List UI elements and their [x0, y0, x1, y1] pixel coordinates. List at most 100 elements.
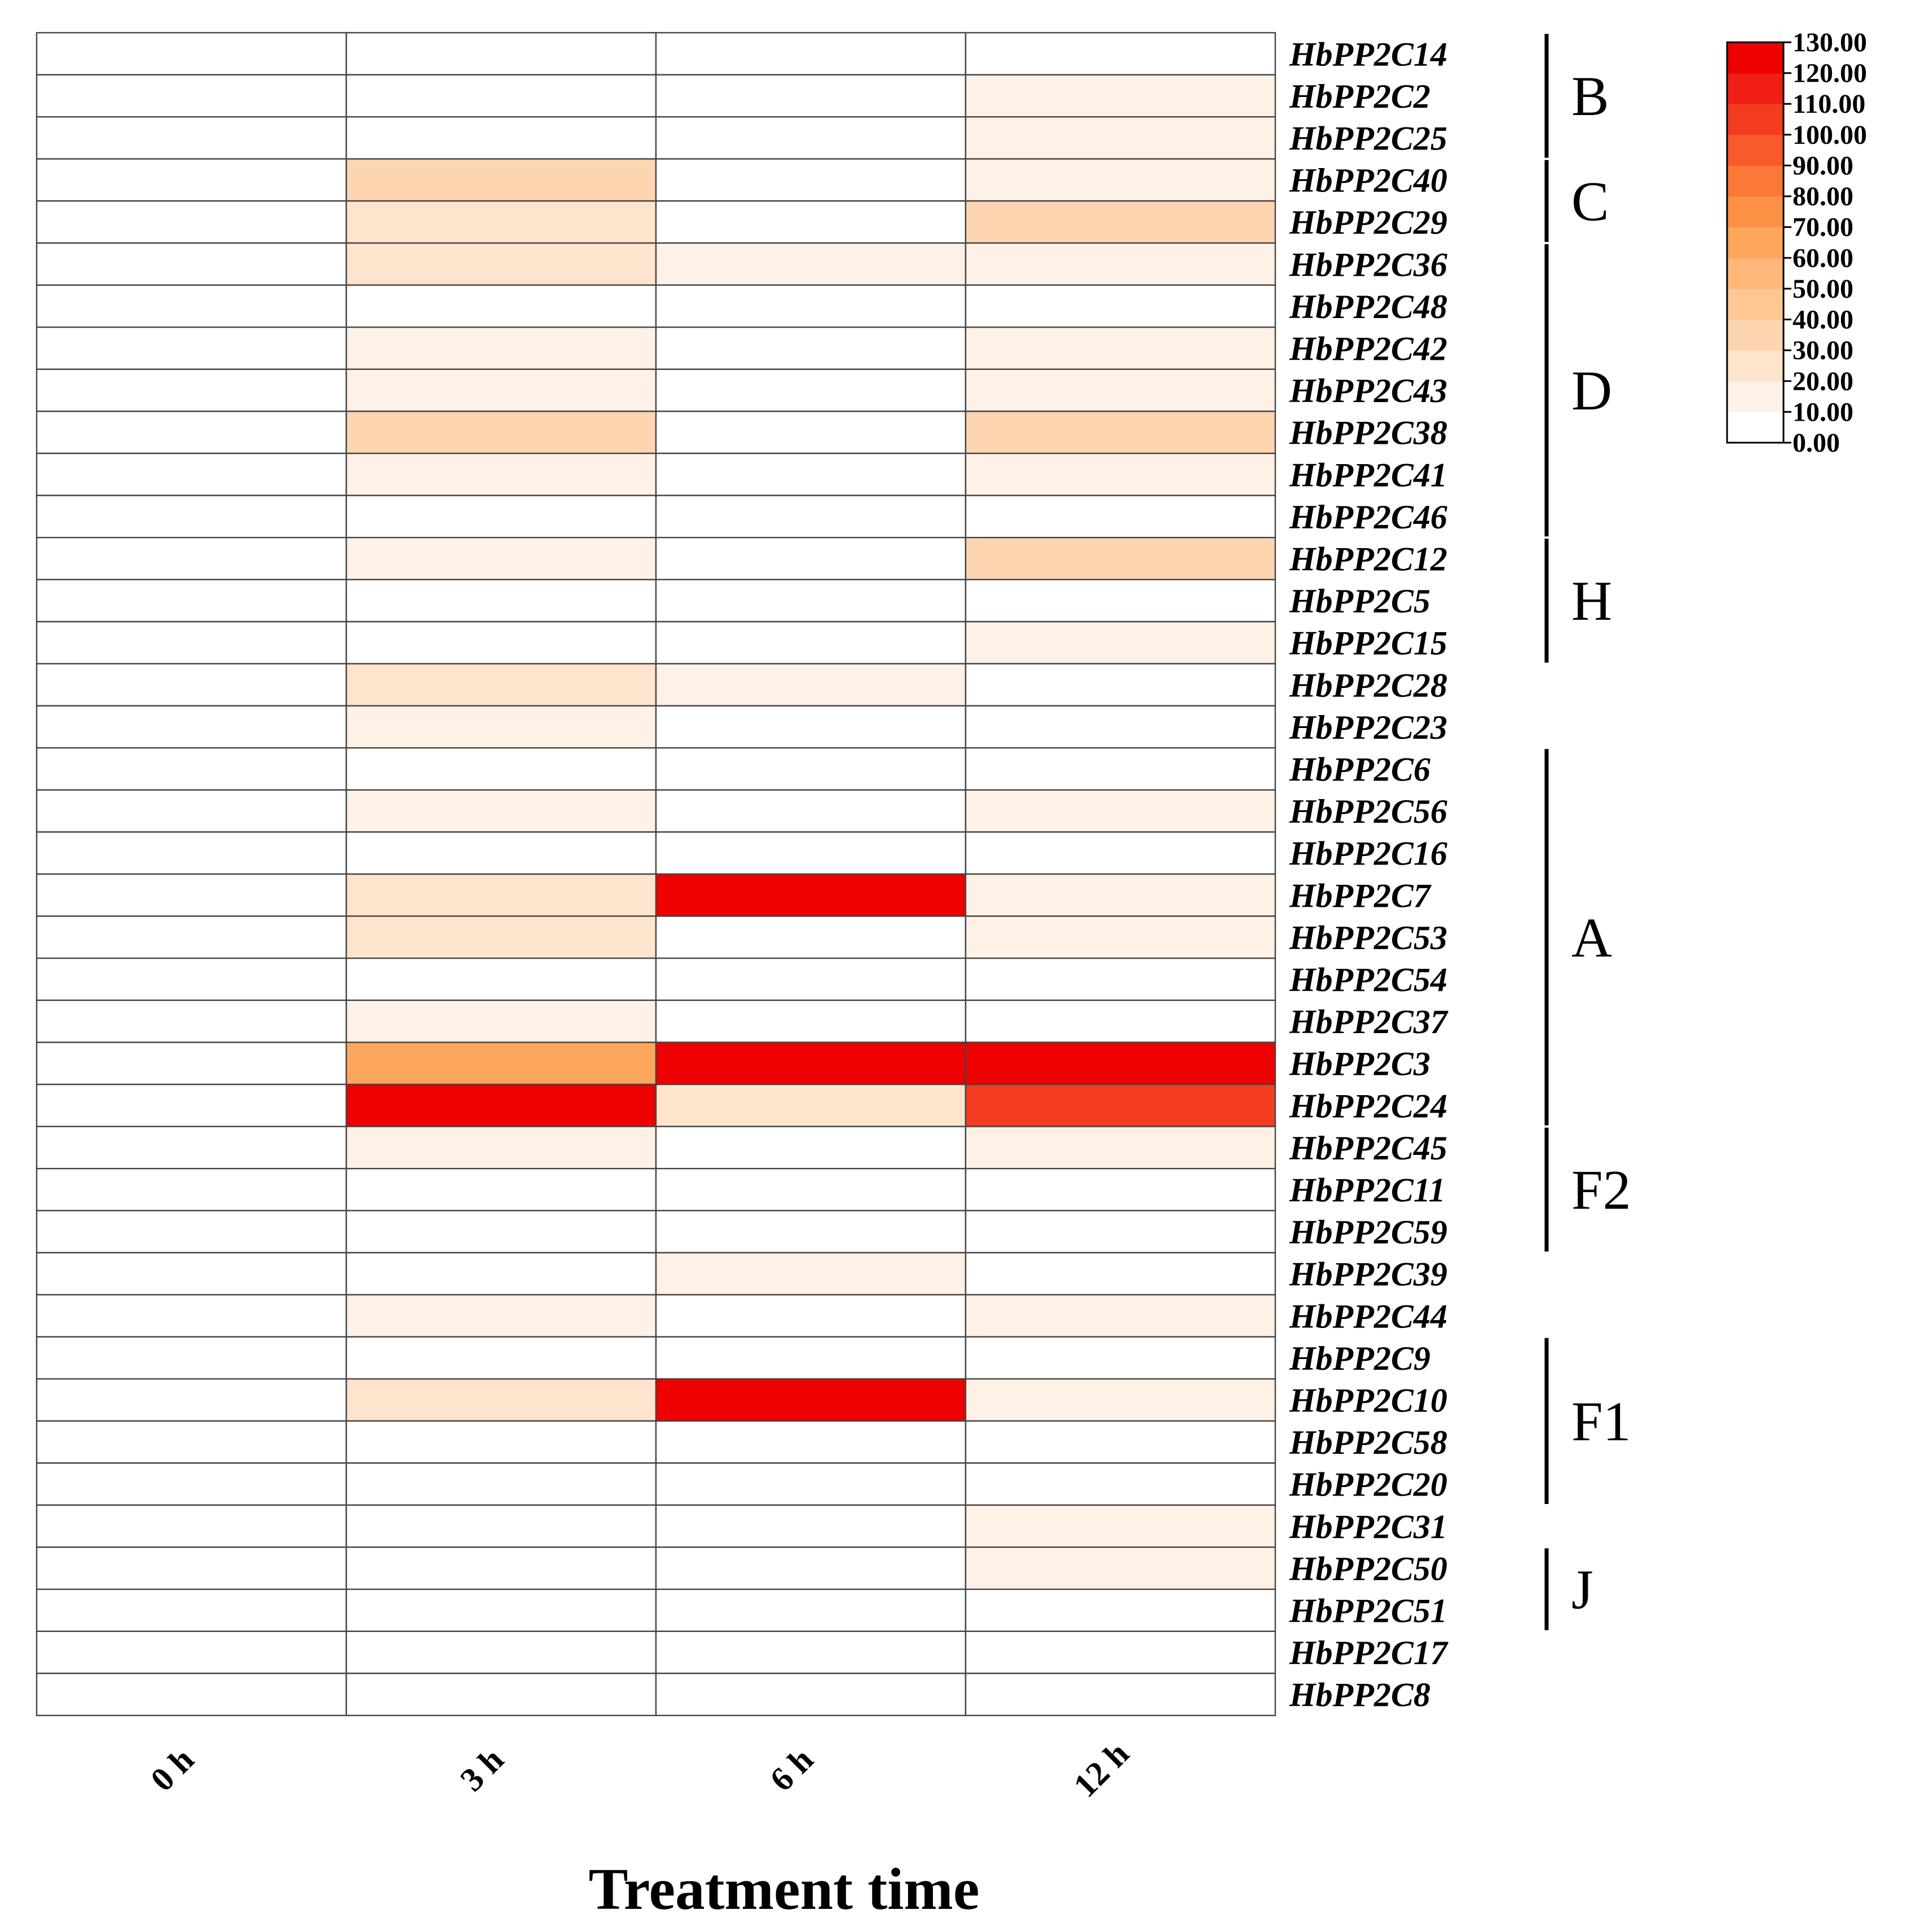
legend-swatch: [1727, 381, 1783, 412]
heatmap-cell: [345, 747, 657, 791]
heatmap-cell: [36, 915, 347, 959]
x-tick-label: 6 h: [763, 1741, 820, 1798]
heatmap-cell: [964, 74, 1276, 118]
heatmap-cell: [36, 158, 347, 202]
gene-label: HbPP2C51: [1289, 1593, 1447, 1630]
heatmap-cell: [345, 705, 657, 749]
heatmap-cell: [36, 1546, 347, 1590]
heatmap-cell: [964, 1042, 1276, 1086]
heatmap-cell: [36, 1504, 347, 1548]
x-axis-ticks: 0 h 3 h 6 h 12 h: [143, 1735, 1136, 1804]
gene-label: HbPP2C15: [1289, 625, 1447, 662]
heatmap-cell: [964, 1546, 1276, 1590]
heatmap-cell: [36, 1462, 347, 1506]
heatmap-cell: [36, 32, 347, 76]
gene-label: HbPP2C39: [1289, 1256, 1447, 1293]
group-brackets: BC D H A F2 F1 J: [1544, 34, 1631, 1630]
heatmap-cell: [345, 789, 657, 833]
heatmap-cell: [655, 74, 967, 118]
heatmap-cell: [964, 411, 1276, 455]
x-tick-label: 12 h: [1067, 1735, 1136, 1804]
heatmap-cell: [655, 1042, 967, 1086]
group-label: J: [1571, 1558, 1593, 1621]
legend-swatch: [1727, 258, 1783, 289]
gene-label: HbPP2C8: [1289, 1677, 1430, 1714]
gene-label: HbPP2C36: [1289, 246, 1447, 283]
legend-tick-label: 100.00: [1793, 120, 1867, 150]
gene-label: HbPP2C43: [1289, 372, 1447, 409]
gene-label: HbPP2C53: [1289, 919, 1447, 956]
heatmap-cell: [655, 1420, 967, 1464]
heatmap-cell: [345, 200, 657, 244]
heatmap-cell: [36, 999, 347, 1043]
legend-tick-label: 0.00: [1793, 428, 1840, 458]
gene-label: HbPP2C44: [1289, 1298, 1447, 1335]
gene-label: HbPP2C17: [1289, 1634, 1448, 1671]
heatmap-cell: [655, 663, 967, 707]
legend-tick-label: 40.00: [1793, 305, 1853, 335]
legend-frame: [1726, 41, 1785, 444]
heatmap-cell: [345, 1588, 657, 1632]
legend-swatch: [1727, 73, 1783, 104]
heatmap-cell: [964, 1673, 1276, 1717]
gene-label: HbPP2C20: [1289, 1466, 1447, 1503]
gene-label: HbPP2C54: [1289, 961, 1447, 999]
gene-label: HbPP2C40: [1289, 162, 1447, 199]
heatmap-cell: [345, 368, 657, 412]
heatmap-cell: [36, 663, 347, 707]
heatmap-cell: [36, 1042, 347, 1086]
heatmap-cell: [964, 1083, 1276, 1127]
heatmap-cell: [36, 1673, 347, 1717]
heatmap-cell: [655, 1252, 967, 1296]
heatmap-cell: [655, 831, 967, 875]
heatmap-cell: [36, 495, 347, 539]
legend-tick-label: 60.00: [1793, 243, 1853, 273]
heatmap-cell: [655, 747, 967, 791]
legend-swatch: [1727, 288, 1783, 320]
heatmap-cell: [964, 452, 1276, 496]
color-legend: 130.00120.00110.00100.0090.0080.0070.006…: [1726, 28, 1867, 458]
legend-swatch: [1727, 412, 1783, 443]
heatmap-cell: [964, 1294, 1276, 1338]
heatmap-cell: [964, 663, 1276, 707]
heatmap-cell: [36, 284, 347, 328]
heatmap-cell: [36, 873, 347, 917]
heatmap-cell: [964, 831, 1276, 875]
heatmap-cell: [655, 1167, 967, 1211]
heatmap-cell: [964, 747, 1276, 791]
heatmap-cell: [655, 116, 967, 160]
heatmap-cell: [655, 999, 967, 1043]
heatmap-cell: [345, 74, 657, 118]
heatmap-cell: [655, 1294, 967, 1338]
heatmap-cell: [655, 705, 967, 749]
group-label: C: [1571, 170, 1609, 232]
gene-label: HbPP2C23: [1289, 709, 1447, 746]
legend-swatch: [1727, 104, 1783, 135]
heatmap-cell: [36, 537, 347, 581]
heatmap-cells: [36, 32, 1276, 1717]
heatmap-cell: [964, 1336, 1276, 1380]
heatmap-cell: [345, 495, 657, 539]
heatmap-cell: [345, 915, 657, 959]
heatmap-cell: [655, 368, 967, 412]
legend-tick-label: 70.00: [1793, 213, 1853, 242]
heatmap-cell: [345, 1126, 657, 1170]
heatmap-cell: [345, 1252, 657, 1296]
heatmap-cell: [36, 747, 347, 791]
heatmap-cell: [655, 1210, 967, 1254]
heatmap-cell: [964, 1588, 1276, 1632]
heatmap-cell: [655, 1588, 967, 1632]
legend-swatch: [1727, 227, 1783, 258]
heatmap-cell: [655, 915, 967, 959]
heatmap-cell: [36, 1420, 347, 1464]
heatmap-cell: [655, 537, 967, 581]
heatmap-cell: [655, 957, 967, 1001]
heatmap-cell: [345, 1083, 657, 1127]
heatmap-cell: [964, 705, 1276, 749]
legend-swatch: [1727, 319, 1783, 351]
heatmap-cell: [345, 1462, 657, 1506]
legend-swatch: [1727, 165, 1783, 197]
heatmap-cell: [655, 327, 967, 370]
